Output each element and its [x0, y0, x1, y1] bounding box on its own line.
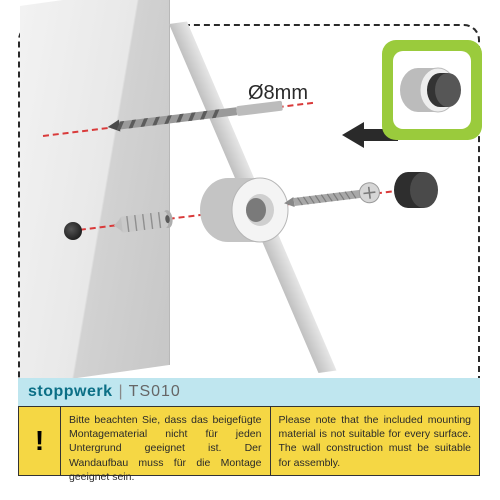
brand-name: stoppwerk — [28, 383, 113, 401]
warning-text-de: Bitte beachten Sie, dass das beigefügte … — [61, 407, 270, 475]
product-inset — [382, 40, 482, 140]
warning-text-en: Please note that the included mounting m… — [270, 407, 480, 475]
model-code: TS010 — [129, 383, 181, 401]
wall-hole — [64, 222, 82, 240]
title-separator: | — [119, 383, 123, 401]
warning-bar: ! Bitte beachten Sie, dass das beigefügt… — [18, 406, 480, 476]
wall-surface — [20, 0, 170, 386]
title-bar: stoppwerk | TS010 — [18, 378, 480, 406]
stopper-body — [198, 174, 290, 251]
product-inset-inner — [393, 51, 471, 129]
drill-diameter-label: Ø8mm — [248, 82, 308, 105]
warning-icon: ! — [19, 407, 61, 475]
mounting-screw — [283, 180, 388, 219]
diagram-frame: Ø8mm — [18, 24, 480, 404]
stopper-cap — [392, 168, 442, 217]
warning-text: Bitte beachten Sie, dass das beigefügte … — [61, 407, 479, 475]
